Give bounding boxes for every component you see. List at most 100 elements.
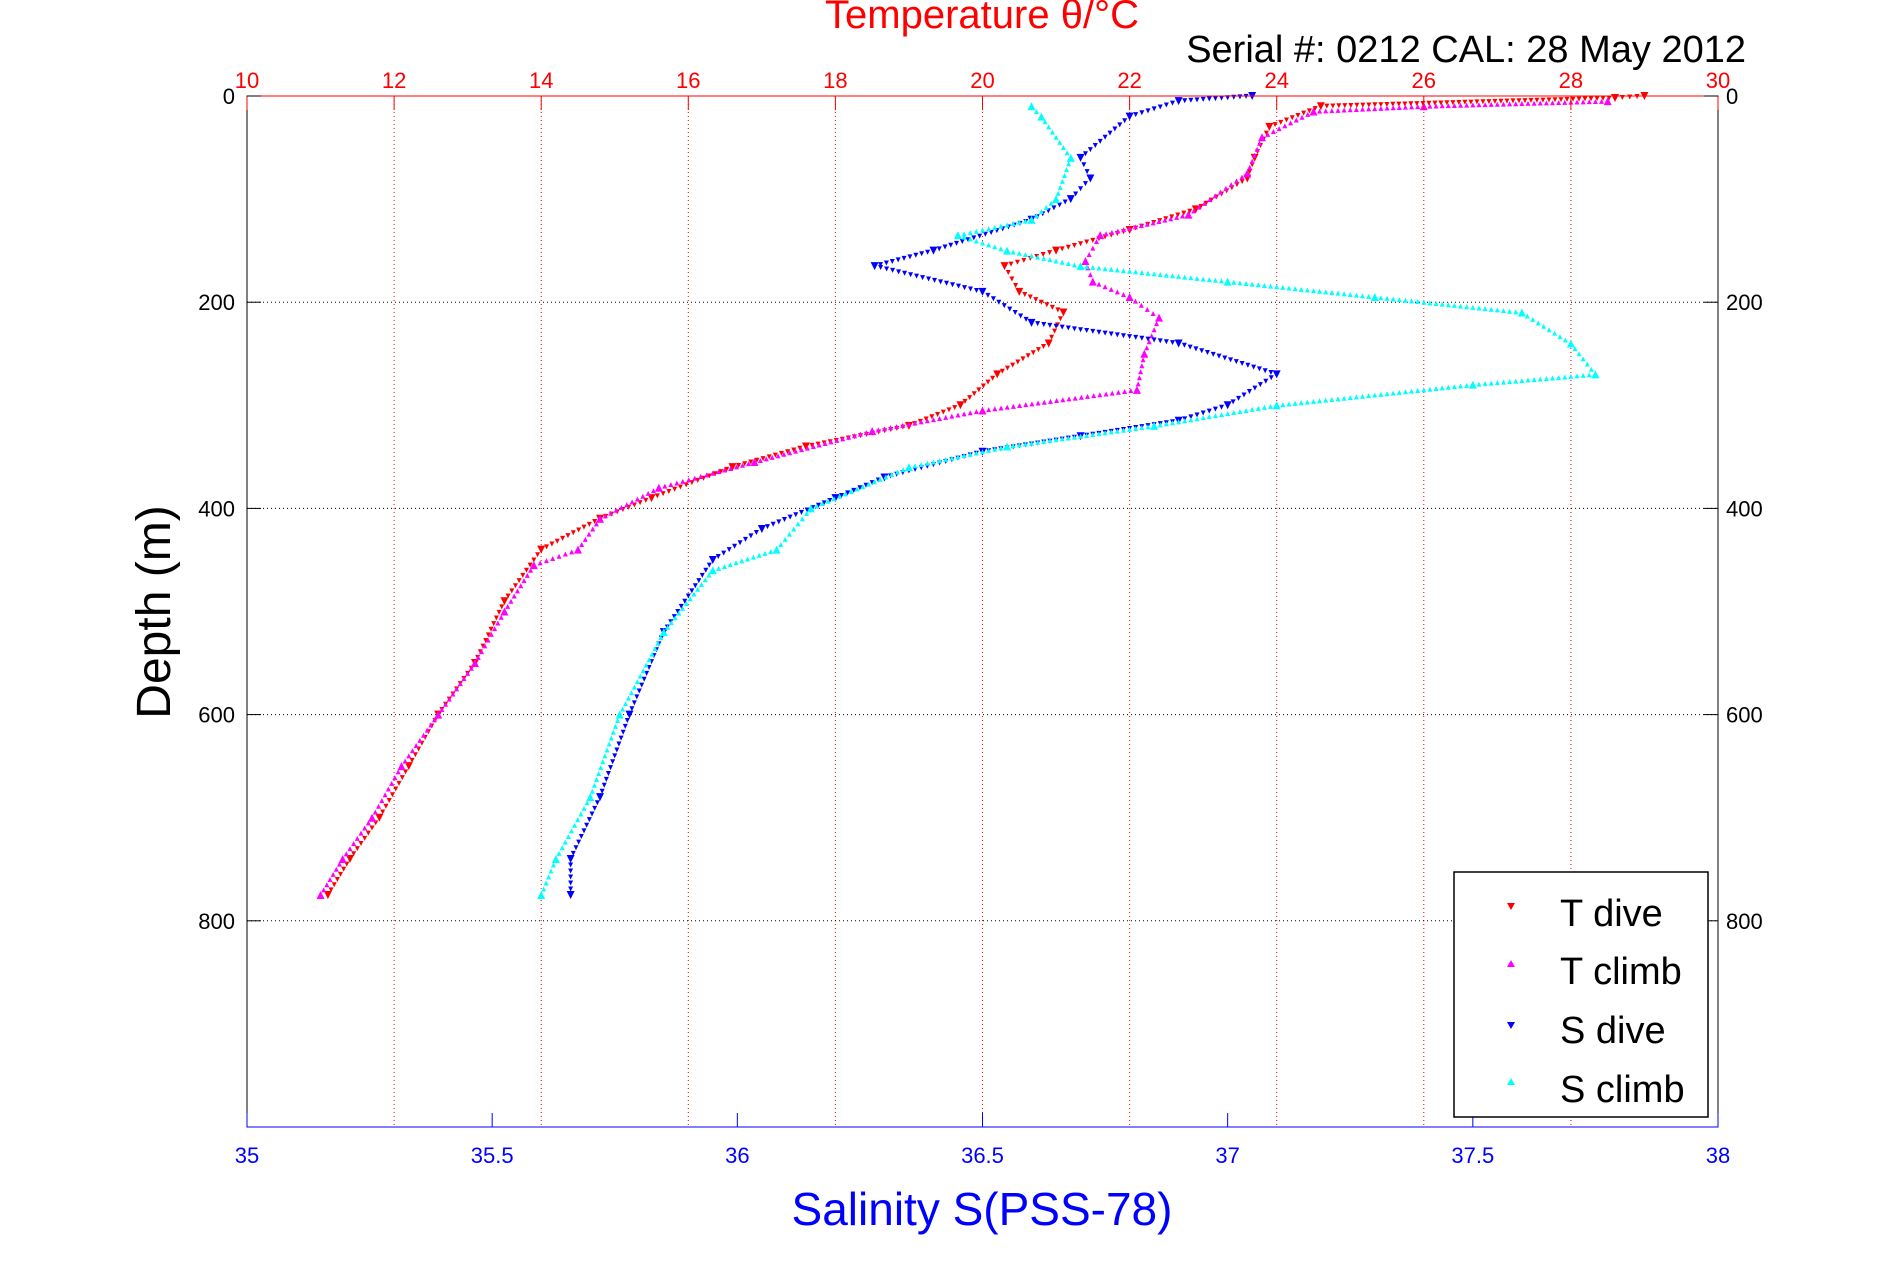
- series-s-climb: [537, 102, 1600, 900]
- data-point-interp: [1516, 98, 1522, 104]
- data-point-interp: [1114, 332, 1120, 338]
- data-point-interp: [362, 825, 368, 831]
- data-point-interp: [1525, 377, 1531, 383]
- data-point-interp: [837, 493, 843, 499]
- data-point-interp: [793, 512, 799, 518]
- data-point-interp: [586, 817, 592, 823]
- data-point-interp: [1317, 398, 1323, 404]
- data-point: [953, 231, 962, 240]
- data-point-interp: [1144, 221, 1150, 227]
- data-point-interp: [703, 567, 709, 573]
- data-point-interp: [1480, 99, 1486, 105]
- data-point-interp: [1444, 100, 1450, 106]
- legend-item-s-climb: S climb: [1507, 1069, 1685, 1111]
- data-point-interp: [1500, 379, 1506, 385]
- data-point-interp: [1384, 295, 1390, 301]
- data-point-interp: [878, 262, 884, 268]
- data-point-interp: [1139, 270, 1145, 276]
- data-point-interp: [1180, 213, 1186, 219]
- data-point-interp: [1201, 200, 1207, 206]
- data-point-interp: [1128, 388, 1134, 394]
- data-point-interp: [1047, 398, 1053, 404]
- data-point-interp: [643, 662, 649, 668]
- data-point-interp: [1330, 103, 1336, 109]
- data-point-interp: [974, 287, 980, 293]
- data-point-interp: [985, 292, 991, 298]
- data-point: [551, 854, 560, 863]
- data-point-interp: [1627, 94, 1633, 100]
- data-point-interp: [402, 758, 408, 764]
- data-point-interp: [763, 456, 769, 462]
- data-point-interp: [1576, 96, 1582, 102]
- data-point-interp: [1191, 208, 1197, 214]
- data-point-interp: [932, 277, 938, 283]
- data-point-interp: [606, 741, 612, 747]
- data-point-interp: [1246, 389, 1252, 395]
- data-point-interp: [1064, 167, 1070, 173]
- data-point-interp: [636, 688, 642, 694]
- data-point-interp: [1531, 100, 1537, 106]
- data-point-interp: [918, 419, 924, 425]
- data-point-interp: [691, 591, 697, 597]
- data-point-interp: [810, 444, 816, 450]
- data-point-interp: [479, 649, 485, 655]
- data-point-interp: [1127, 426, 1133, 432]
- data-point-interp: [602, 513, 608, 519]
- data-point-interp: [746, 461, 752, 467]
- data-point-interp: [351, 851, 357, 857]
- data-point-interp: [1507, 308, 1513, 314]
- data-point-interp: [982, 231, 988, 237]
- data-point-interp: [1014, 259, 1020, 265]
- data-point: [904, 463, 913, 472]
- data-point-interp: [863, 430, 869, 436]
- data-point: [1250, 153, 1259, 162]
- data-point-interp: [743, 536, 749, 542]
- data-point-interp: [1042, 119, 1048, 125]
- data-point-interp: [1204, 350, 1210, 356]
- left-tick-label: 400: [198, 496, 235, 521]
- data-point-interp: [1556, 100, 1562, 106]
- legend-label-s-dive: S dive: [1560, 1010, 1666, 1052]
- data-point-interp: [1035, 321, 1041, 327]
- data-point-interp: [1138, 302, 1144, 308]
- data-point: [615, 710, 624, 719]
- data-point-interp: [1096, 329, 1102, 335]
- data-point-interp: [1057, 184, 1063, 190]
- data-point-interp: [1109, 390, 1115, 396]
- data-point-interp: [409, 748, 415, 754]
- data-point-interp: [1280, 284, 1286, 290]
- data-point: [1174, 97, 1183, 106]
- legend: T dive T climb S dive S climb: [1453, 871, 1709, 1118]
- data-point-interp: [1163, 339, 1169, 345]
- data-point-interp: [1033, 213, 1039, 219]
- data-point-interp: [834, 437, 840, 443]
- data-point-interp: [592, 805, 598, 811]
- data-point-interp: [668, 620, 674, 626]
- data-point-interp: [900, 467, 906, 473]
- data-point-interp: [649, 651, 655, 657]
- data-point-interp: [629, 499, 635, 505]
- data-point: [1468, 380, 1477, 389]
- data-point-interp: [623, 701, 629, 707]
- data-point-interp: [549, 541, 555, 547]
- data-point-interp: [949, 413, 955, 419]
- data-point-interp: [884, 266, 890, 272]
- data-point-interp: [424, 727, 430, 733]
- data-point-interp: [421, 732, 427, 738]
- data-point-interp: [860, 484, 866, 490]
- data-point-interp: [1087, 272, 1093, 278]
- data-point-interp: [1384, 391, 1390, 397]
- data-point-interp: [961, 453, 967, 459]
- data-point-interp: [1004, 404, 1010, 410]
- data-point-interp: [1347, 107, 1353, 113]
- data-point-interp: [1433, 300, 1439, 306]
- data-point-interp: [589, 788, 595, 794]
- data-point-interp: [1150, 311, 1156, 317]
- data-point-interp: [1223, 185, 1229, 191]
- data-point-interp: [1272, 122, 1278, 128]
- data-point-interp: [1054, 398, 1060, 404]
- data-point: [978, 287, 987, 296]
- data-point-interp: [1261, 282, 1267, 288]
- data-point-interp: [1114, 289, 1120, 295]
- series-t-dive: [323, 92, 1649, 900]
